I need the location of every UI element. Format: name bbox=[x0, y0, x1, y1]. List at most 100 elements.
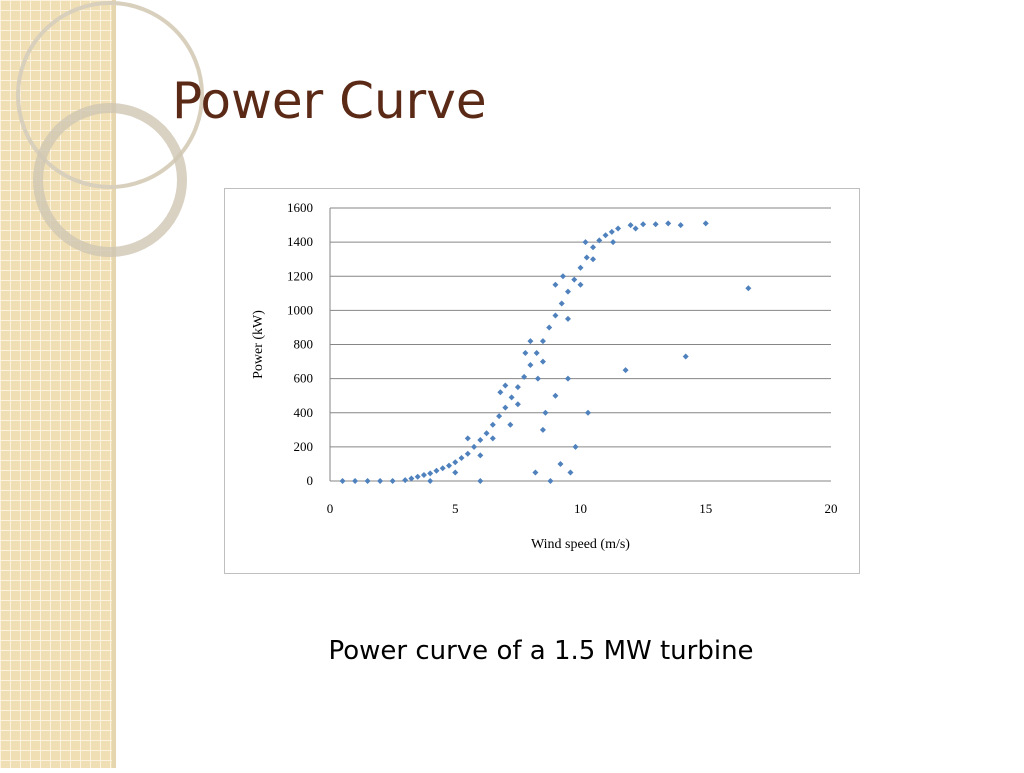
deco-circle bbox=[33, 103, 187, 257]
point bbox=[364, 478, 371, 484]
y-tick-label: 600 bbox=[294, 371, 314, 386]
point bbox=[547, 478, 554, 484]
point bbox=[527, 361, 534, 368]
point bbox=[559, 273, 566, 280]
point bbox=[583, 254, 590, 261]
y-tick-label: 0 bbox=[307, 473, 314, 488]
point bbox=[489, 421, 496, 428]
point bbox=[590, 256, 597, 263]
point bbox=[502, 382, 509, 389]
point bbox=[502, 404, 509, 411]
point bbox=[514, 401, 521, 408]
point bbox=[527, 338, 534, 345]
y-axis-title: Power (kW) bbox=[251, 310, 266, 379]
point bbox=[615, 225, 622, 232]
point bbox=[652, 221, 659, 228]
point bbox=[682, 353, 689, 360]
point bbox=[557, 460, 564, 467]
point bbox=[702, 220, 709, 227]
point bbox=[640, 221, 647, 228]
point bbox=[564, 288, 571, 295]
x-tick-label: 20 bbox=[825, 501, 838, 516]
x-axis-title: Wind speed (m/s) bbox=[531, 537, 630, 552]
point bbox=[452, 469, 459, 476]
point bbox=[632, 225, 639, 232]
x-tick-label: 5 bbox=[452, 501, 459, 516]
point bbox=[577, 264, 584, 271]
point bbox=[464, 435, 471, 442]
point bbox=[585, 409, 592, 416]
point bbox=[402, 477, 409, 484]
point bbox=[564, 375, 571, 382]
point bbox=[339, 478, 346, 484]
point bbox=[596, 237, 603, 244]
point bbox=[577, 281, 584, 288]
point bbox=[622, 367, 629, 374]
point bbox=[439, 465, 446, 472]
y-tick-label: 1400 bbox=[287, 234, 313, 249]
point bbox=[433, 467, 440, 474]
point bbox=[542, 409, 549, 416]
point bbox=[602, 232, 609, 239]
point bbox=[665, 220, 672, 227]
point bbox=[508, 394, 515, 401]
caption: Power curve of a 1.5 MW turbine bbox=[328, 636, 753, 666]
point bbox=[352, 478, 359, 484]
point bbox=[471, 443, 478, 450]
point bbox=[677, 222, 684, 229]
point bbox=[496, 413, 503, 420]
chart-frame bbox=[224, 188, 860, 574]
point bbox=[539, 426, 546, 433]
point bbox=[445, 462, 452, 469]
point bbox=[539, 338, 546, 345]
point bbox=[414, 473, 421, 480]
point bbox=[552, 392, 559, 399]
y-tick-label: 1200 bbox=[287, 268, 313, 283]
point bbox=[464, 450, 471, 457]
point bbox=[389, 478, 396, 484]
y-tick-label: 200 bbox=[294, 439, 314, 454]
side-strip bbox=[0, 0, 112, 768]
y-tick-label: 400 bbox=[294, 405, 314, 420]
point bbox=[627, 222, 634, 229]
chart: 0 200 400 600 800 1000 1200 1400 1600 0 5 10 15 20 Win… bbox=[251, 200, 838, 552]
slide-title: Power Curve bbox=[172, 72, 487, 130]
point bbox=[533, 350, 540, 357]
point bbox=[552, 312, 559, 319]
point bbox=[514, 384, 521, 391]
y-tick-label: 1600 bbox=[287, 200, 313, 215]
point bbox=[420, 472, 427, 479]
point bbox=[532, 469, 539, 476]
point bbox=[539, 358, 546, 365]
point bbox=[571, 276, 578, 283]
point bbox=[377, 478, 384, 484]
point bbox=[483, 430, 490, 437]
point bbox=[507, 421, 514, 428]
deco-circle bbox=[16, 1, 204, 189]
x-tick-label: 10 bbox=[574, 501, 587, 516]
point bbox=[572, 443, 579, 450]
point bbox=[521, 373, 528, 380]
point bbox=[745, 285, 752, 292]
point bbox=[477, 452, 484, 459]
point bbox=[427, 478, 434, 484]
point bbox=[567, 469, 574, 476]
point bbox=[610, 239, 617, 246]
point bbox=[427, 470, 434, 477]
y-tick-label: 1000 bbox=[287, 302, 313, 317]
x-tick-label: 0 bbox=[327, 501, 334, 516]
point bbox=[452, 459, 459, 466]
point bbox=[590, 244, 597, 251]
point bbox=[608, 228, 615, 235]
point bbox=[552, 281, 559, 288]
point bbox=[558, 300, 565, 307]
y-tick-label: 800 bbox=[294, 337, 314, 352]
point bbox=[497, 389, 504, 396]
point bbox=[477, 437, 484, 444]
side-edge bbox=[112, 0, 116, 768]
point bbox=[564, 315, 571, 322]
point bbox=[489, 435, 496, 442]
point bbox=[458, 454, 465, 461]
point bbox=[546, 324, 553, 331]
